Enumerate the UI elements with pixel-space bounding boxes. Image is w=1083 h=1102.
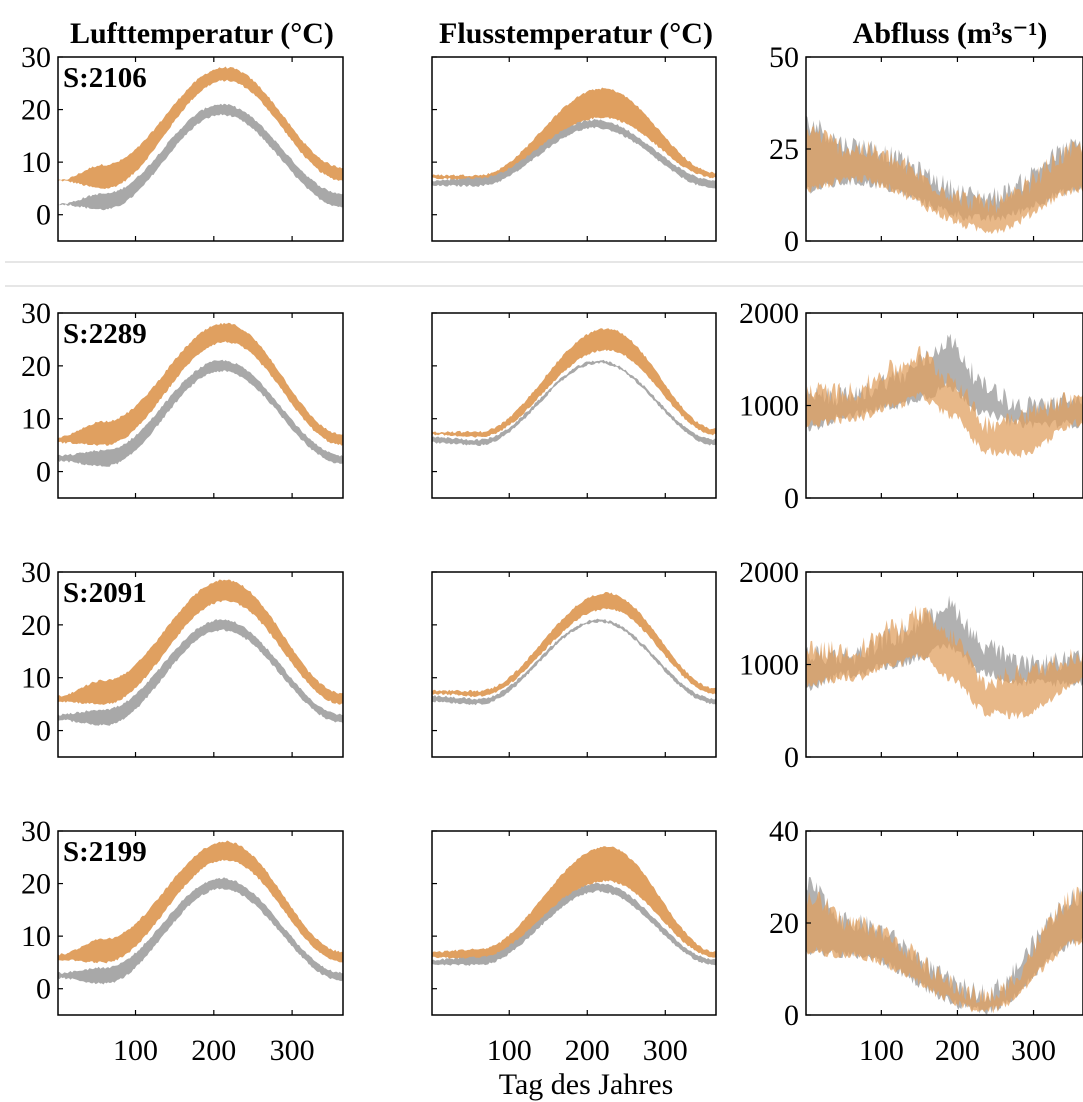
band-gray xyxy=(432,119,716,189)
band-orange xyxy=(58,66,343,189)
y-tick-label: 10 xyxy=(21,662,51,695)
y-tick-label: 50 xyxy=(769,41,799,74)
y-tick-label: 25 xyxy=(769,133,799,166)
y-tick-label: 30 xyxy=(21,556,51,589)
band-gray xyxy=(58,359,343,467)
band-orange xyxy=(432,592,716,698)
y-tick-label: 0 xyxy=(36,973,51,1006)
y-tick-label: 40 xyxy=(769,815,799,848)
panel-S2091-flusstemperatur xyxy=(431,571,717,758)
panel-S2091-abfluss: 0 1000 2000 xyxy=(739,556,1083,774)
title-air-temperature: Lufttemperatur (°C) xyxy=(70,17,334,50)
axes-frame xyxy=(57,571,344,758)
title-discharge: Abfluss (m³s⁻¹) xyxy=(853,17,1048,50)
y-tick-label: 0 xyxy=(36,199,51,232)
axes-frame xyxy=(431,312,717,499)
y-tick-label: 10 xyxy=(21,403,51,436)
panel-S2106-abfluss: 0 25 50 xyxy=(769,41,1083,258)
panel-S2289-lufttemperatur: 0 10 20 30 S:2289 xyxy=(21,297,344,499)
panel-S2091-lufttemperatur: 0 10 20 30 S:2091 xyxy=(21,556,344,758)
axes-frame xyxy=(57,56,344,242)
band-gray xyxy=(432,882,716,966)
y-tick-label: 20 xyxy=(21,609,51,642)
panel-S2199-abfluss: 100 200 300 0 20 40 xyxy=(769,815,1083,1067)
y-tick-label: 10 xyxy=(21,146,51,179)
band-gray xyxy=(806,877,1083,1015)
y-tick-label: 0 xyxy=(36,456,51,489)
y-tick-label: 2000 xyxy=(739,556,799,589)
y-tick-label: 0 xyxy=(784,225,799,258)
title-river-temperature: Flusstemperatur (°C) xyxy=(439,17,713,50)
x-tick-label: 200 xyxy=(565,1034,610,1067)
band-orange xyxy=(58,840,343,964)
y-tick-label: 20 xyxy=(21,94,51,127)
band-orange xyxy=(806,125,1083,235)
band-gray xyxy=(58,877,343,985)
x-tick-label: 100 xyxy=(113,1034,158,1067)
y-tick-label: 0 xyxy=(36,715,51,748)
axes-frame xyxy=(431,830,717,1016)
panel-S2289-flusstemperatur xyxy=(431,312,717,499)
column-titles: Lufttemperatur (°C) Flusstemperatur (°C)… xyxy=(70,17,1047,50)
y-tick-label: 20 xyxy=(769,907,799,940)
band-orange xyxy=(432,328,716,438)
y-tick-label: 0 xyxy=(784,999,799,1032)
station-label: S:2199 xyxy=(63,836,147,868)
y-tick-label: 1000 xyxy=(739,390,799,423)
band-gray xyxy=(432,618,716,706)
y-tick-label: 2000 xyxy=(739,297,799,330)
band-orange xyxy=(58,579,343,705)
axes-frame xyxy=(57,312,344,499)
panel-S2106-flusstemperatur xyxy=(431,56,717,242)
y-tick-label: 1000 xyxy=(739,649,799,682)
y-tick-label: 0 xyxy=(784,741,799,774)
y-tick-label: 30 xyxy=(21,297,51,330)
band-orange xyxy=(58,322,343,446)
band-orange xyxy=(432,846,716,961)
band-gray xyxy=(432,359,716,446)
band-orange xyxy=(806,886,1083,1014)
panel-S2289-abfluss: 0 1000 2000 xyxy=(739,297,1083,515)
station-label: S:2106 xyxy=(63,62,147,94)
band-orange xyxy=(806,345,1083,459)
y-tick-label: 20 xyxy=(21,350,51,383)
station-label: S:2091 xyxy=(63,577,147,609)
panel-S2106-lufttemperatur: 0 10 20 30 S:2106 xyxy=(21,41,344,242)
axes-frame xyxy=(431,571,717,758)
band-orange xyxy=(432,87,716,182)
axes-frame xyxy=(431,56,717,242)
panel-S2199-lufttemperatur: 100 200 300 0 10 20 30 S:2199 xyxy=(21,815,344,1067)
x-tick-label: 300 xyxy=(1011,1034,1056,1067)
y-tick-label: 20 xyxy=(21,868,51,901)
y-tick-label: 30 xyxy=(21,815,51,848)
x-tick-label: 200 xyxy=(191,1034,236,1067)
band-gray xyxy=(58,619,343,726)
band-gray xyxy=(58,103,343,211)
y-tick-label: 10 xyxy=(21,920,51,953)
panel-S2199-flusstemperatur: 100 200 300 xyxy=(431,830,717,1067)
axes-frame xyxy=(57,830,344,1016)
x-tick-label: 100 xyxy=(487,1034,532,1067)
band-orange xyxy=(806,605,1083,720)
y-tick-label: 0 xyxy=(784,482,799,515)
y-tick-label: 30 xyxy=(21,41,51,74)
x-tick-label: 200 xyxy=(935,1034,980,1067)
station-label: S:2289 xyxy=(63,318,147,350)
x-tick-label: 300 xyxy=(643,1034,688,1067)
x-tick-label: 300 xyxy=(270,1034,315,1067)
x-tick-label: 100 xyxy=(859,1034,904,1067)
x-axis-label: Tag des Jahres xyxy=(499,1068,674,1101)
